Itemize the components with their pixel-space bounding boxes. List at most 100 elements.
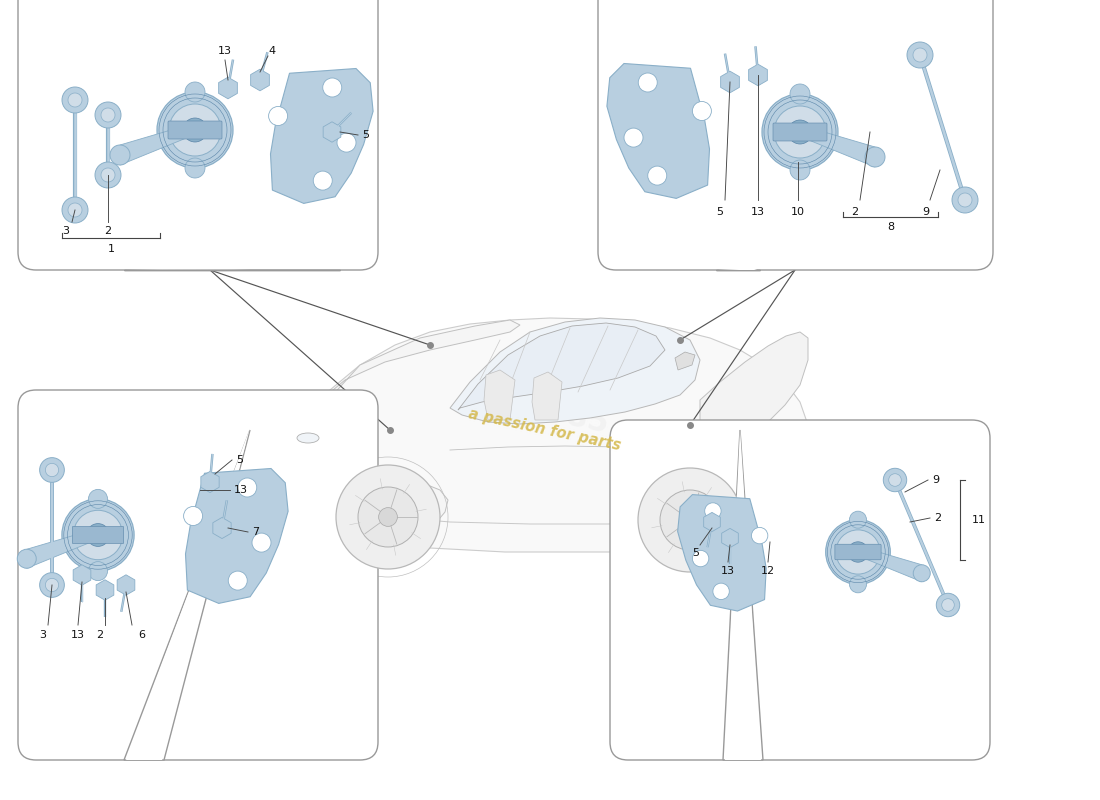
Polygon shape [219, 78, 238, 99]
Polygon shape [126, 428, 250, 760]
Polygon shape [704, 512, 720, 531]
FancyBboxPatch shape [610, 420, 990, 760]
Polygon shape [749, 64, 768, 86]
Circle shape [88, 490, 108, 509]
Polygon shape [675, 352, 695, 370]
Circle shape [958, 193, 972, 207]
Text: 13: 13 [720, 566, 735, 576]
Circle shape [692, 550, 708, 566]
Circle shape [913, 565, 931, 582]
Circle shape [62, 197, 88, 223]
Circle shape [788, 120, 812, 144]
Polygon shape [804, 126, 875, 167]
Circle shape [101, 108, 116, 122]
Text: 12: 12 [761, 566, 776, 576]
Polygon shape [96, 580, 113, 600]
Circle shape [95, 162, 121, 188]
Text: 5: 5 [693, 548, 700, 558]
Circle shape [238, 478, 256, 497]
Polygon shape [120, 124, 191, 165]
Polygon shape [124, 430, 250, 760]
Circle shape [936, 594, 959, 617]
Text: a passion for parts: a passion for parts [468, 406, 623, 454]
Text: 3: 3 [40, 630, 46, 640]
Polygon shape [723, 430, 763, 760]
Circle shape [638, 468, 743, 572]
Polygon shape [213, 518, 231, 538]
Text: 9: 9 [923, 207, 930, 217]
Polygon shape [861, 547, 922, 582]
Circle shape [692, 102, 712, 121]
Polygon shape [118, 574, 135, 595]
FancyBboxPatch shape [773, 123, 827, 141]
Polygon shape [126, 268, 340, 270]
Text: 8: 8 [887, 222, 894, 232]
Polygon shape [271, 69, 373, 203]
Circle shape [185, 158, 205, 178]
Polygon shape [532, 372, 562, 420]
Text: 13: 13 [234, 485, 248, 495]
Circle shape [18, 550, 36, 568]
Polygon shape [295, 320, 520, 450]
Circle shape [790, 84, 810, 104]
Polygon shape [725, 428, 761, 760]
FancyBboxPatch shape [73, 526, 123, 544]
Polygon shape [635, 490, 742, 548]
Circle shape [913, 48, 927, 62]
Circle shape [183, 118, 207, 142]
Polygon shape [720, 71, 739, 93]
Polygon shape [201, 471, 219, 493]
Circle shape [184, 506, 202, 526]
Circle shape [322, 78, 342, 97]
Circle shape [774, 106, 826, 158]
Text: 2: 2 [934, 513, 942, 523]
Text: 1: 1 [108, 244, 114, 254]
Circle shape [314, 171, 332, 190]
Polygon shape [678, 494, 767, 611]
Circle shape [336, 465, 440, 569]
Polygon shape [323, 122, 341, 142]
Circle shape [660, 490, 720, 550]
Circle shape [790, 160, 810, 180]
Circle shape [45, 463, 58, 477]
Text: 5: 5 [716, 207, 724, 217]
Text: 2: 2 [104, 226, 111, 236]
Polygon shape [718, 268, 760, 270]
Polygon shape [251, 70, 270, 91]
Text: 2: 2 [851, 207, 859, 217]
Circle shape [705, 503, 722, 519]
Circle shape [751, 527, 768, 544]
FancyBboxPatch shape [835, 544, 881, 560]
Circle shape [713, 583, 729, 599]
Circle shape [378, 508, 397, 526]
Circle shape [836, 530, 880, 574]
Circle shape [252, 533, 271, 552]
Circle shape [762, 94, 838, 170]
Polygon shape [722, 528, 738, 547]
Circle shape [648, 166, 667, 185]
Polygon shape [700, 332, 808, 438]
Circle shape [101, 168, 116, 182]
FancyBboxPatch shape [18, 0, 378, 270]
Polygon shape [328, 482, 448, 537]
Text: 3: 3 [63, 226, 69, 236]
Text: 13: 13 [218, 46, 232, 56]
Circle shape [169, 104, 221, 156]
Circle shape [942, 598, 955, 611]
Text: 4: 4 [268, 46, 276, 56]
FancyBboxPatch shape [168, 121, 222, 139]
Circle shape [110, 145, 130, 165]
Circle shape [681, 510, 700, 530]
Circle shape [337, 133, 356, 152]
Text: 9: 9 [932, 475, 939, 485]
Circle shape [74, 510, 123, 560]
Circle shape [638, 73, 658, 92]
Circle shape [848, 542, 868, 562]
Circle shape [908, 42, 933, 68]
Circle shape [889, 474, 901, 486]
Polygon shape [26, 530, 95, 568]
Circle shape [185, 82, 205, 102]
Circle shape [849, 511, 867, 528]
Polygon shape [607, 63, 710, 198]
Circle shape [95, 102, 121, 128]
